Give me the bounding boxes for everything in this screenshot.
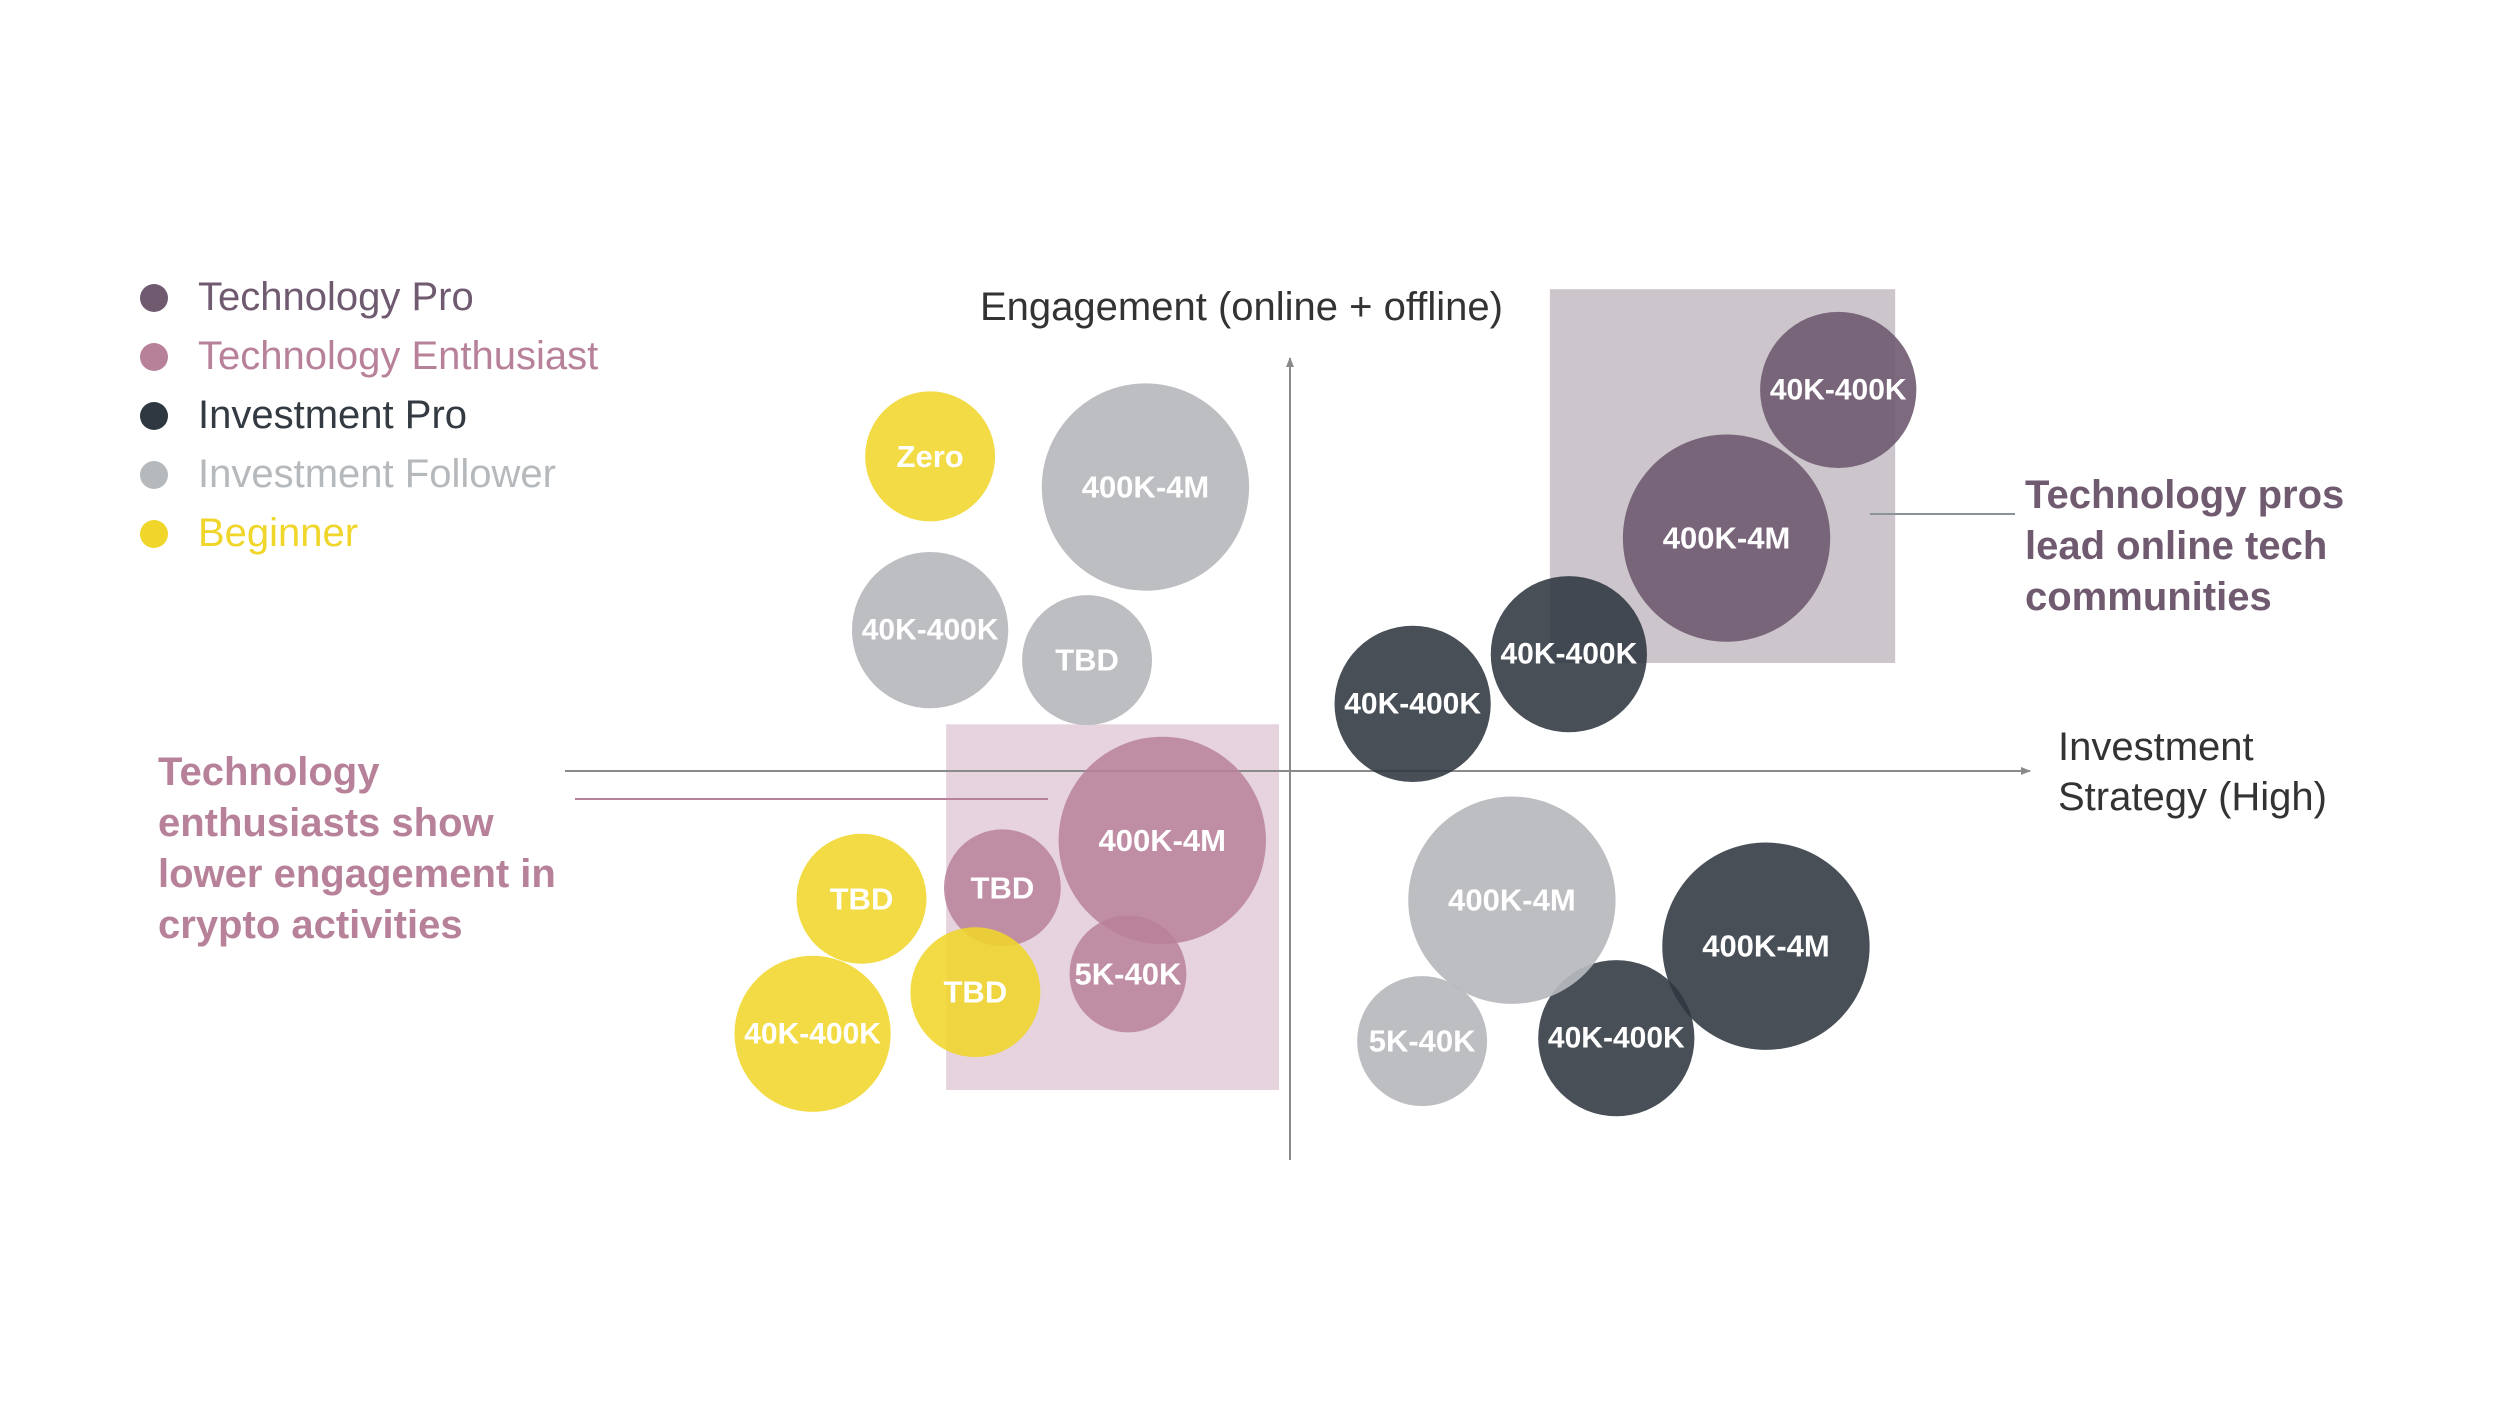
annotation-technology-enthusiasts: Technology enthusiasts show lower engage… (158, 750, 556, 947)
legend-label-technology-pro: Technology Pro (198, 275, 474, 319)
legend-label-investment-pro: Investment Pro (198, 393, 468, 437)
bubble-label: TBD (830, 881, 894, 916)
bubble-technology-pro-2: 400K-4M (1622, 434, 1831, 642)
legend-dot-technology-pro (140, 283, 168, 312)
bubble-circle (1334, 625, 1491, 782)
bubble-label: 400K-4M (1702, 929, 1830, 964)
legend-label-technology-enthusiast: Technology Enthusiast (198, 334, 599, 378)
legend-item-investment-pro: Investment Pro (140, 386, 598, 445)
bubble-circle (1069, 915, 1187, 1033)
bubble-label: 40K-400K (1344, 687, 1481, 720)
bubble-label: 400K-4M (1099, 823, 1227, 858)
bubble-label: Zero (897, 439, 964, 474)
legend-item-investment-follower: Investment Follower (140, 445, 598, 504)
bubble-investment-pro-2: 40K-400K (1334, 625, 1491, 782)
bubble-circle (1022, 595, 1153, 726)
bubble-circle (865, 391, 996, 522)
bubble-investment-pro-3: 400K-4M (1662, 842, 1870, 1050)
bubble-technology-pro-1: 40K-400K (1760, 311, 1917, 469)
bubble-circle (734, 955, 891, 1112)
bubble-label: TBD (944, 975, 1008, 1010)
legend-item-technology-enthusiast: Technology Enthusiast (140, 327, 598, 386)
y-axis-title: Engagement (online + offline) (980, 285, 1503, 329)
legend: Technology Pro Technology Enthusiast Inv… (140, 268, 598, 563)
legend-dot-investment-pro (140, 401, 168, 430)
bubble-label: TBD (971, 870, 1035, 905)
bubble-label: 400K-4M (1082, 470, 1210, 505)
bubble-label: 40K-400K (744, 1017, 881, 1050)
legend-label-investment-follower: Investment Follower (198, 452, 556, 496)
bubble-label: 5K-40K (1369, 1024, 1476, 1059)
bubble-beginner-2: TBD (796, 833, 927, 964)
bubble-circle (796, 833, 927, 964)
bubble-technology-enthusiast-3: 5K-40K (1069, 915, 1187, 1033)
bubble-technology-enthusiast-1: 400K-4M (1058, 736, 1266, 945)
bubble-investment-pro-4: 40K-400K (1538, 960, 1695, 1117)
bubble-circle (1041, 383, 1250, 591)
bubble-circle (1760, 311, 1917, 469)
bubble-label: 40K-400K (1500, 638, 1637, 671)
legend-label-beginner: Beginner (198, 511, 359, 555)
bubble-investment-follower-3: TBD (1022, 595, 1153, 726)
legend-dot-investment-follower (140, 460, 168, 489)
bubble-circle (1490, 576, 1647, 733)
bubble-investment-pro-1: 40K-400K (1490, 576, 1647, 733)
bubble-circle (1538, 960, 1695, 1117)
bubble-label: 400K-4M (1448, 883, 1576, 918)
annotation-technology-pros: Technology pros lead online tech communi… (2025, 473, 2345, 619)
bubble-circle (1357, 976, 1488, 1107)
bubble-investment-follower-2: 40K-400K (852, 552, 1009, 709)
bubble-label: 40K-400K (862, 614, 999, 647)
bubble-circle (1058, 736, 1266, 945)
bubble-circle (1408, 796, 1616, 1004)
bubble-label: 400K-4M (1663, 521, 1791, 556)
bubble-investment-follower-1: 400K-4M (1041, 383, 1250, 591)
bubble-circle (910, 927, 1041, 1058)
bubble-circle (943, 829, 1061, 947)
bubble-circle (1662, 842, 1870, 1050)
bubble-investment-follower-5: 5K-40K (1357, 976, 1488, 1107)
bubble-beginner-4: 40K-400K (734, 955, 891, 1112)
bubble-label: 5K-40K (1075, 956, 1182, 991)
bubble-beginner-3: TBD (910, 927, 1041, 1058)
legend-dot-technology-enthusiast (140, 342, 168, 371)
legend-dot-beginner (140, 519, 168, 548)
x-axis-title: Investment Strategy (High) (2058, 725, 2327, 819)
legend-item-beginner: Beginner (140, 504, 598, 563)
bubble-circle (852, 552, 1009, 709)
bubble-technology-enthusiast-2: TBD (943, 829, 1061, 947)
bubble-beginner-1: Zero (865, 391, 996, 522)
legend-item-technology-pro: Technology Pro (140, 268, 598, 327)
bubble-label: TBD (1055, 643, 1119, 678)
bubble-investment-follower-4: 400K-4M (1408, 796, 1616, 1004)
bubble-circle (1622, 434, 1831, 642)
bubble-label: 40K-400K (1770, 373, 1907, 406)
bubble-label: 40K-400K (1548, 1022, 1685, 1055)
